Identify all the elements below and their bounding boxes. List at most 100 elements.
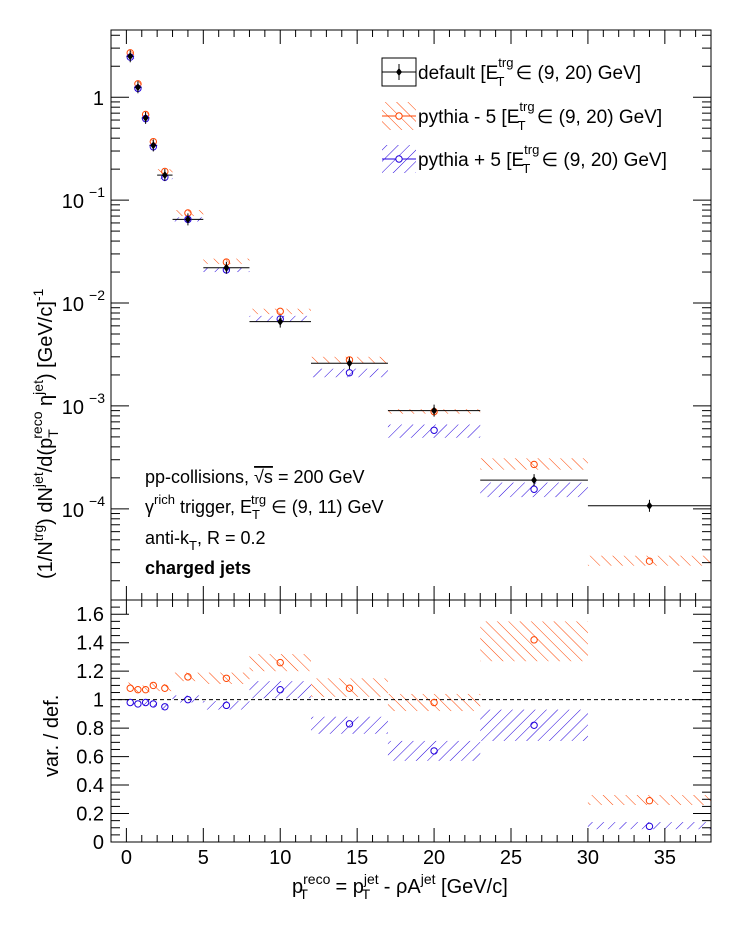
ratio-marker-plus-0 xyxy=(126,698,134,707)
ratio-band-minus-5 xyxy=(172,672,204,682)
annotation-part: pp-collisions, xyxy=(145,467,254,487)
marker-default-1 xyxy=(134,83,141,92)
legend-sub: T xyxy=(496,74,504,89)
top-ytick-label: 1 xyxy=(93,88,104,110)
marker-minus-11 xyxy=(645,557,654,565)
x-axis-label: preco T = pjet T - ρAjet [GeV/c] xyxy=(292,871,508,902)
ratio-marker-minus-0 xyxy=(126,684,134,692)
annotation-part: T xyxy=(189,538,197,553)
annotation-part: T xyxy=(252,507,260,522)
marker-default-3 xyxy=(150,141,157,150)
annotation-sup: trg xyxy=(251,492,266,507)
annotation-part: = 200 GeV xyxy=(273,467,365,487)
legend-text: pythia + 5 [E xyxy=(418,150,524,171)
legend-text: ∈ (9, 20) GeV] xyxy=(532,107,663,128)
legend-label-minus: pythia - 5 [Etrg T ∈ (9, 20) GeV] xyxy=(418,99,662,133)
annotation-line-3: charged jets xyxy=(145,558,251,578)
marker-default-4 xyxy=(161,171,168,180)
xlabel-part: - ρA xyxy=(378,876,421,898)
bottom-xtick-label: 0 xyxy=(121,847,132,869)
legend-label-default: default [Etrg T ∈ (9, 20) GeV] xyxy=(418,55,641,89)
bottom-y-axis-label: var. / def. xyxy=(41,695,63,777)
bottom-ytick-label: 0.2 xyxy=(76,804,104,826)
ylabel-sup: trg xyxy=(30,525,46,541)
ratio-marker-minus-1 xyxy=(134,685,142,694)
marker-default-5 xyxy=(184,215,191,224)
xlabel-sub: T xyxy=(362,886,371,902)
ratio-marker-plus-9 xyxy=(430,747,438,755)
ratio-marker-plus-1 xyxy=(134,700,142,708)
legend-sub: T xyxy=(518,118,526,133)
ratio-marker-minus-3 xyxy=(149,681,158,690)
top-ytick-label-exp: −2 xyxy=(89,287,105,303)
ratio-band-plus-6 xyxy=(203,701,250,710)
ratio-band-minus-9 xyxy=(387,693,481,712)
bottom-xtick-label: 5 xyxy=(198,847,209,869)
legend-sup: trg xyxy=(524,142,539,157)
ratio-marker-plus-5 xyxy=(184,695,192,704)
xlabel-part: p xyxy=(292,876,303,898)
top-ytick-label-exp: −4 xyxy=(89,493,105,509)
marker-minus-7 xyxy=(276,307,284,316)
ratio-marker-minus-5 xyxy=(184,673,192,681)
xlabel-part: [GeV/c] xyxy=(436,876,508,898)
ratio-band-minus-0 xyxy=(126,682,135,692)
ratio-marker-minus-7 xyxy=(276,658,284,667)
band-minus-10 xyxy=(480,458,588,470)
bottom-xtick-label: 10 xyxy=(269,847,291,869)
ratio-band-minus-11 xyxy=(587,795,711,805)
ratio-marker-minus-9 xyxy=(430,698,438,707)
ratio-marker-minus-8 xyxy=(345,684,354,692)
ratio-marker-plus-7 xyxy=(276,685,284,694)
ratio-band-minus-7 xyxy=(249,654,311,672)
legend-entry-default: default [Etrg T ∈ (9, 20) GeV] xyxy=(381,55,641,89)
ratio-band-minus-2 xyxy=(141,685,150,693)
ratio-marker-plus-6 xyxy=(222,701,231,710)
bottom-ytick-label: 0 xyxy=(93,832,104,854)
legend-text: ∈ (9, 20) GeV] xyxy=(510,63,641,84)
ratio-marker-minus-2 xyxy=(141,685,150,694)
ylabel-part: η xyxy=(35,395,57,412)
bottom-ytick-label: 1 xyxy=(93,690,104,712)
legend-text: default [E xyxy=(418,63,498,84)
bottom-xtick-label: 15 xyxy=(346,847,368,869)
top-ytick-label-exp: −1 xyxy=(89,184,105,200)
annotation-part: trigger, E xyxy=(175,497,252,517)
bottom-ytick-label: 1.4 xyxy=(76,633,104,655)
top-y-axis-label: (1/Ntrg) dNjet/d(pTreco ηjet) [GeV/c]-1 xyxy=(29,288,61,579)
ratio-band-plus-11 xyxy=(587,822,711,830)
ratio-marker-plus-4 xyxy=(161,703,169,711)
marker-default-7 xyxy=(277,317,284,326)
marker-default-0 xyxy=(127,52,134,61)
marker-default-11 xyxy=(646,501,653,510)
ratio-band-plus-0 xyxy=(126,699,135,706)
bottom-xtick-label: 35 xyxy=(654,847,676,869)
top-ytick-label-exp: −3 xyxy=(89,390,105,406)
band-minus-7 xyxy=(249,308,311,315)
spectrum-panel: 1−110−210−310−410(1/Ntrg) dNjet/d(pTreco… xyxy=(29,29,712,601)
ratio-band-minus-6 xyxy=(203,672,250,684)
marker-default-6 xyxy=(223,263,230,272)
xlabel-sup: reco xyxy=(303,871,330,887)
ratio-marker-plus-3 xyxy=(149,700,158,708)
ratio-band-plus-8 xyxy=(311,716,388,734)
ratio-band-minus-10 xyxy=(480,621,588,662)
annotation-part: , R = 0.2 xyxy=(197,528,266,548)
marker-default-8 xyxy=(346,359,353,368)
bottom-frame xyxy=(110,599,712,843)
marker-default-2 xyxy=(142,113,149,122)
ratio-band-plus-4 xyxy=(157,703,173,710)
ylabel-sub: T xyxy=(45,429,61,438)
legend-label-plus: pythia + 5 [Etrg T ∈ (9, 20) GeV] xyxy=(418,142,667,176)
annotation-part: rich xyxy=(154,492,175,507)
band-plus-9 xyxy=(387,424,481,438)
ylabel-part: ) dN xyxy=(35,487,57,525)
band-minus-5 xyxy=(172,210,204,217)
ylabel-part: (1/N xyxy=(35,541,57,579)
marker-minus-10 xyxy=(530,460,538,469)
ylabel-sup: jet xyxy=(30,472,46,488)
top-ytick-label: 10 xyxy=(62,397,84,419)
bottom-ytick-label: 0.6 xyxy=(76,747,104,769)
ratio-band-plus-3 xyxy=(149,701,158,707)
